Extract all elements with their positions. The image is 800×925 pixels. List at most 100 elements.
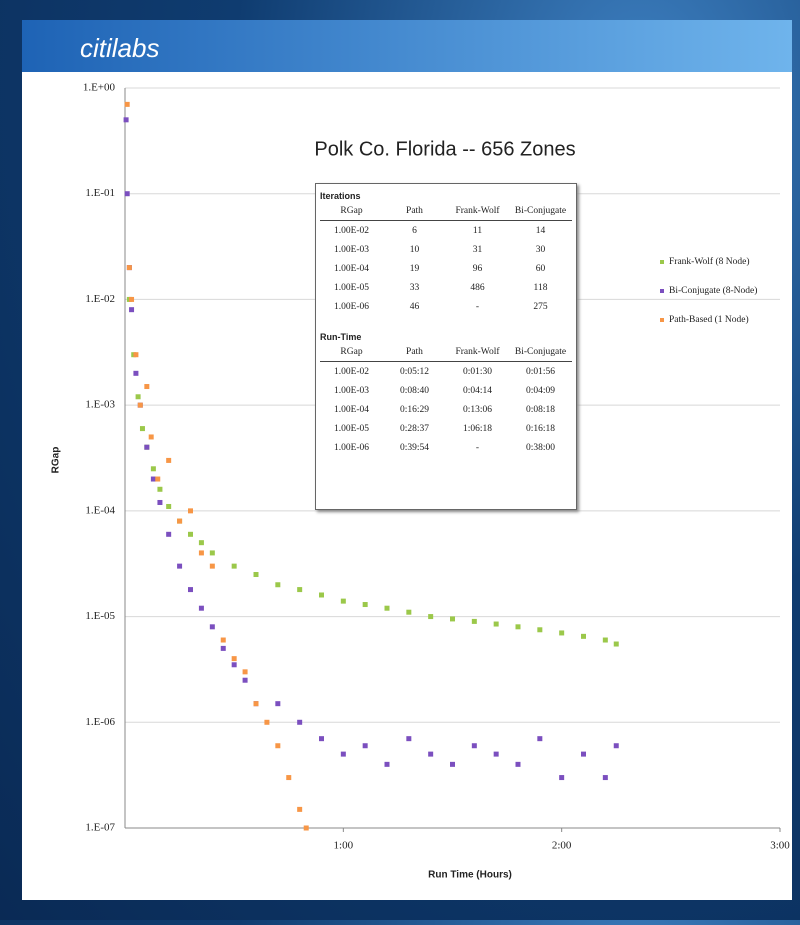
point <box>140 426 145 431</box>
table-cell: 6 <box>383 226 446 236</box>
legend-marker <box>660 260 664 264</box>
point <box>537 736 542 741</box>
point <box>254 572 259 577</box>
table-cell: 1.00E-04 <box>320 264 383 274</box>
legend-marker <box>660 318 664 322</box>
point <box>136 394 141 399</box>
point <box>210 550 215 555</box>
table-cell: 60 <box>509 264 572 274</box>
point <box>581 634 586 639</box>
table-title: Run-Time <box>320 332 572 342</box>
point <box>188 532 193 537</box>
table-cell: - <box>446 443 509 453</box>
table-cell: 0:04:09 <box>509 386 572 396</box>
point <box>199 550 204 555</box>
table-cell: 31 <box>446 245 509 255</box>
table-cell: 0:08:18 <box>509 405 572 415</box>
y-tick-label: 1.E-07 <box>85 822 115 834</box>
y-tick-label: 1.E+00 <box>83 82 116 94</box>
point <box>494 752 499 757</box>
point <box>138 403 143 408</box>
y-axis-label: RGap <box>51 447 62 474</box>
point <box>297 720 302 725</box>
column-header: RGap <box>320 206 383 216</box>
table-cell: 0:01:56 <box>509 367 572 377</box>
point <box>243 678 248 683</box>
table-cell: 0:05:12 <box>383 367 446 377</box>
point <box>232 564 237 569</box>
table-cell: 0:38:00 <box>509 443 572 453</box>
table-cell: 30 <box>509 245 572 255</box>
point <box>275 701 280 706</box>
table-cell: 1.00E-03 <box>320 245 383 255</box>
point <box>144 384 149 389</box>
y-tick-label: 1.E-02 <box>85 293 115 305</box>
point <box>614 743 619 748</box>
table-header: RGapPathFrank-WolfBi-Conjugate <box>320 342 572 362</box>
point <box>297 587 302 592</box>
table-cell: 486 <box>446 283 509 293</box>
point <box>494 622 499 627</box>
point <box>341 599 346 604</box>
point <box>166 504 171 509</box>
y-tick-label: 1.E-01 <box>85 187 115 199</box>
legend-label: Bi-Conjugate (8-Node) <box>669 285 757 296</box>
point <box>157 487 162 492</box>
table-cell: 1.00E-02 <box>320 367 383 377</box>
y-tick-label: 1.E-04 <box>85 504 115 516</box>
table-cell: 1:06:18 <box>446 424 509 434</box>
point <box>275 582 280 587</box>
point <box>188 587 193 592</box>
table-cell: 46 <box>383 302 446 312</box>
point <box>603 638 608 643</box>
column-header: Path <box>383 206 446 216</box>
point <box>127 265 132 270</box>
table-cell: 0:01:30 <box>446 367 509 377</box>
point <box>406 736 411 741</box>
point <box>133 352 138 357</box>
legend-label: Frank-Wolf (8 Node) <box>669 256 750 267</box>
point <box>221 638 226 643</box>
point <box>264 720 269 725</box>
logo: citilabs <box>80 33 159 63</box>
table-cell: 1.00E-02 <box>320 226 383 236</box>
table-cell: 1.00E-05 <box>320 424 383 434</box>
table-row: 1.00E-03103130 <box>320 240 572 259</box>
table-cell: - <box>446 302 509 312</box>
table-cell: 118 <box>509 283 572 293</box>
point <box>243 669 248 674</box>
point <box>319 736 324 741</box>
table-cell: 11 <box>446 226 509 236</box>
point <box>537 627 542 632</box>
table-cell: 275 <box>509 302 572 312</box>
point <box>406 610 411 615</box>
point <box>232 662 237 667</box>
table-title: Iterations <box>320 191 572 201</box>
point <box>210 624 215 629</box>
table-cell: 1.00E-04 <box>320 405 383 415</box>
point <box>155 477 160 482</box>
point <box>428 752 433 757</box>
point <box>254 701 259 706</box>
table-cell: 96 <box>446 264 509 274</box>
x-tick-label: 3:00 <box>770 840 790 852</box>
point <box>472 743 477 748</box>
point <box>275 743 280 748</box>
column-header: Bi-Conjugate <box>509 347 572 357</box>
slide: citilabs Polk Co. Florida -- 656 Zones R… <box>0 0 800 920</box>
point <box>125 102 130 107</box>
point <box>581 752 586 757</box>
chart-title: Polk Co. Florida -- 656 Zones <box>314 138 575 160</box>
point <box>363 743 368 748</box>
point <box>188 508 193 513</box>
point <box>385 606 390 611</box>
table-cell: 1.00E-03 <box>320 386 383 396</box>
point <box>210 564 215 569</box>
point <box>199 540 204 545</box>
